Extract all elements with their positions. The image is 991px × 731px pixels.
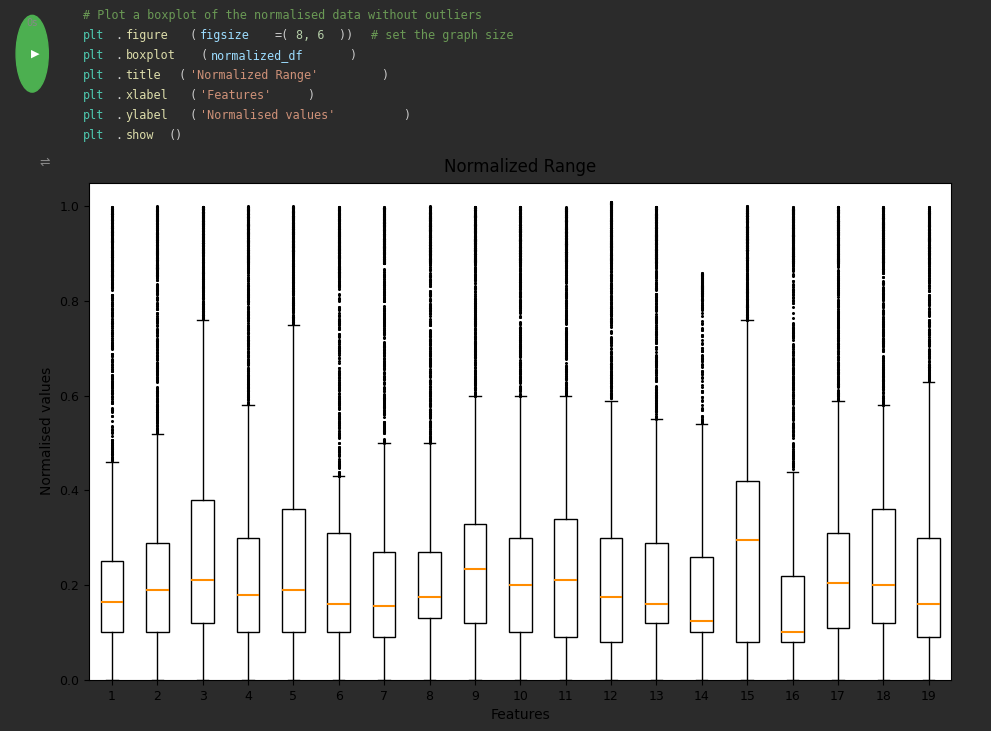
- Text: show: show: [126, 129, 154, 142]
- PathPatch shape: [100, 561, 123, 632]
- PathPatch shape: [781, 576, 804, 642]
- Y-axis label: Normalised values: Normalised values: [40, 367, 54, 496]
- Text: title: title: [126, 69, 162, 82]
- Text: (: (: [189, 29, 196, 42]
- X-axis label: Features: Features: [491, 708, 550, 722]
- PathPatch shape: [191, 500, 214, 623]
- Text: # Plot a boxplot of the normalised data without outliers: # Plot a boxplot of the normalised data …: [83, 9, 482, 22]
- Title: Normalized Range: Normalized Range: [444, 158, 597, 175]
- PathPatch shape: [418, 552, 441, 618]
- Text: figsize: figsize: [200, 29, 250, 42]
- PathPatch shape: [509, 538, 531, 632]
- Text: ): ): [350, 49, 357, 61]
- PathPatch shape: [691, 557, 714, 632]
- Text: 'Normalized Range': 'Normalized Range': [189, 69, 318, 82]
- Text: (: (: [189, 109, 196, 121]
- Text: ⇌: ⇌: [40, 156, 50, 169]
- PathPatch shape: [735, 481, 758, 642]
- Text: normalized_df: normalized_df: [211, 49, 303, 61]
- Text: plt: plt: [83, 49, 104, 61]
- Text: plt: plt: [83, 29, 104, 42]
- Text: .: .: [115, 129, 122, 142]
- PathPatch shape: [554, 519, 577, 637]
- Text: (: (: [189, 88, 196, 102]
- Text: (: (: [200, 49, 207, 61]
- Text: 0s: 0s: [27, 18, 38, 28]
- Text: )): )): [339, 29, 360, 42]
- Text: ): ): [402, 109, 409, 121]
- Text: plt: plt: [83, 109, 104, 121]
- Text: .: .: [115, 88, 122, 102]
- PathPatch shape: [282, 510, 304, 632]
- PathPatch shape: [918, 538, 940, 637]
- PathPatch shape: [826, 533, 849, 628]
- PathPatch shape: [373, 552, 395, 637]
- Text: xlabel: xlabel: [126, 88, 168, 102]
- PathPatch shape: [872, 510, 895, 623]
- Text: plt: plt: [83, 88, 104, 102]
- Text: figure: figure: [126, 29, 168, 42]
- Text: plt: plt: [83, 129, 104, 142]
- Text: # set the graph size: # set the graph size: [371, 29, 513, 42]
- PathPatch shape: [600, 538, 622, 642]
- Text: boxplot: boxplot: [126, 49, 175, 61]
- Text: =(: =(: [275, 29, 289, 42]
- Text: 'Features': 'Features': [200, 88, 272, 102]
- Text: .: .: [115, 69, 122, 82]
- Text: (: (: [178, 69, 186, 82]
- PathPatch shape: [237, 538, 260, 632]
- Text: 8, 6: 8, 6: [296, 29, 325, 42]
- Text: plt: plt: [83, 69, 104, 82]
- Text: ): ): [307, 88, 314, 102]
- Text: .: .: [115, 49, 122, 61]
- Text: ): ): [382, 69, 388, 82]
- PathPatch shape: [464, 523, 487, 623]
- Text: ylabel: ylabel: [126, 109, 168, 121]
- PathPatch shape: [146, 542, 168, 632]
- PathPatch shape: [645, 542, 668, 623]
- Circle shape: [16, 15, 49, 92]
- Text: (): (): [168, 129, 182, 142]
- Text: ▶: ▶: [31, 49, 40, 58]
- PathPatch shape: [327, 533, 350, 632]
- Text: 'Normalised values': 'Normalised values': [200, 109, 336, 121]
- Text: .: .: [115, 109, 122, 121]
- Text: .: .: [115, 29, 122, 42]
